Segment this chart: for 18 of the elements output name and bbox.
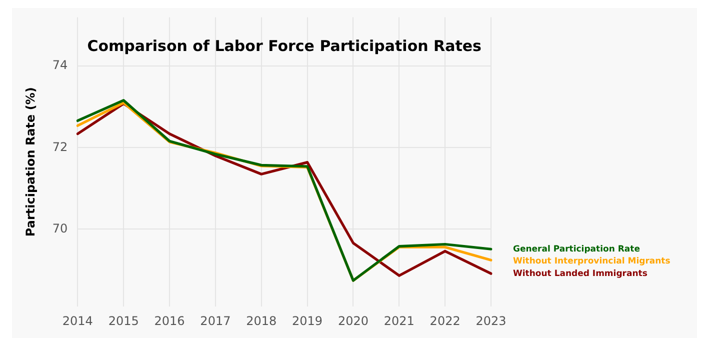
x-tick-label: 2016 <box>154 314 185 328</box>
text: Without Interprovincial Migrants <box>513 256 670 266</box>
x-tick-label: 2017 <box>200 314 231 328</box>
x-tick-label: 2022 <box>430 314 460 328</box>
x-tick-label: 2015 <box>108 314 139 328</box>
text: Without Landed Immigrants <box>513 268 648 279</box>
y-tick-label: 74 <box>52 58 68 72</box>
y-axis-title: Participation Rate (%) <box>23 87 38 237</box>
x-tick-label: 2019 <box>292 314 323 328</box>
x-tick-label: 2020 <box>338 314 368 328</box>
x-tick-label: 2021 <box>384 314 414 328</box>
x-tick-label: 2023 <box>476 314 506 328</box>
x-tick-label: 2014 <box>62 314 93 328</box>
y-tick-label: 72 <box>52 140 68 154</box>
text: General Participation Rate <box>513 244 640 254</box>
text: Comparison of Labor Force Participation Rates <box>87 37 482 56</box>
x-tick-label: 2018 <box>246 314 277 328</box>
y-tick-label: 70 <box>52 221 68 236</box>
